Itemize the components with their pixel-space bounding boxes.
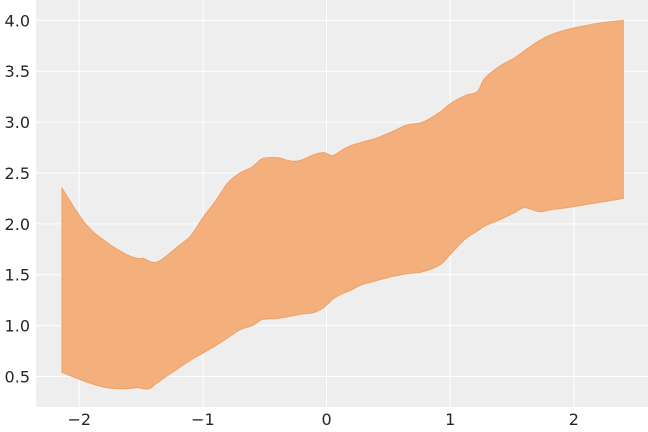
y-tick-label: 2.0: [5, 215, 30, 234]
x-tick-label: 2: [569, 410, 579, 429]
y-tick-label: 1.0: [5, 317, 30, 336]
y-tick-label: 3.5: [5, 62, 30, 81]
x-tick-label: −1: [191, 410, 215, 429]
y-tick-label: 2.5: [5, 164, 30, 183]
x-tick-label: 0: [321, 410, 331, 429]
x-tick-label: 1: [445, 410, 455, 429]
x-axis: −2 −1 0 1 2: [67, 410, 578, 429]
x-tick-label: −2: [67, 410, 91, 429]
credible-band: [61, 19, 624, 390]
y-tick-label: 1.5: [5, 266, 30, 285]
y-tick-label: 4.0: [5, 11, 30, 30]
y-tick-label: 3.0: [5, 113, 30, 132]
y-tick-label: 0.5: [5, 367, 30, 386]
y-axis: 0.5 1.0 1.5 2.0 2.5 3.0 3.5 4.0: [5, 11, 30, 386]
